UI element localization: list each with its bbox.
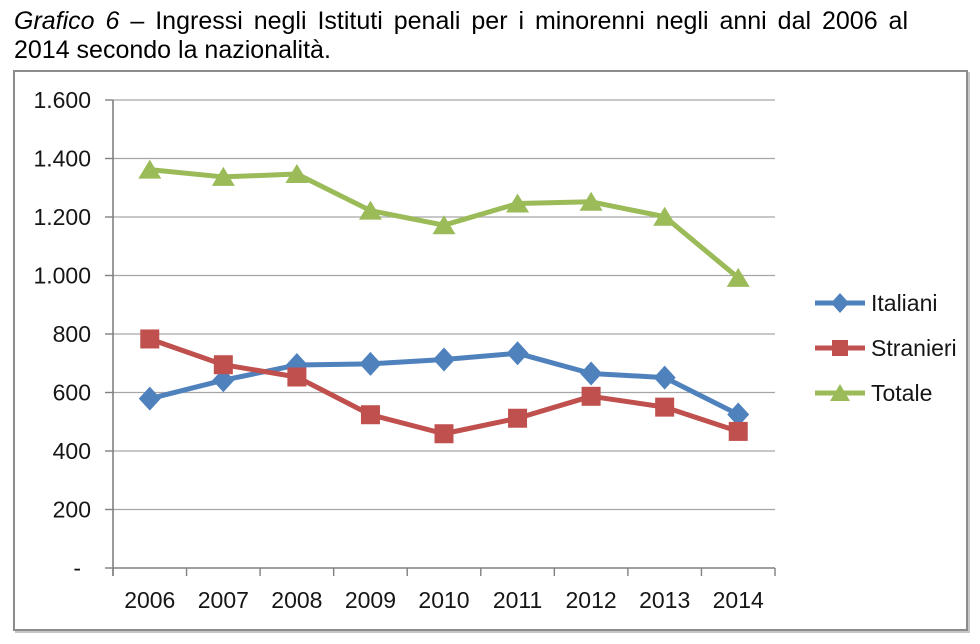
data-point-italiani bbox=[653, 365, 676, 390]
chart-frame: - 200 400 600 800 1.000 1.200 1.400 1.600 2006 200… bbox=[13, 70, 968, 631]
data-point-italiani bbox=[727, 402, 750, 427]
x-tick-label: 2009 bbox=[345, 587, 396, 613]
data-point-totale bbox=[358, 200, 382, 220]
y-tick-label: 1.600 bbox=[33, 87, 91, 113]
data-point-italiani bbox=[138, 386, 161, 411]
caption-line-2: 2014 secondo la nazionalità. bbox=[14, 36, 331, 64]
data-point-italiani bbox=[212, 368, 235, 393]
data-point-stranieri bbox=[213, 355, 233, 375]
x-tick-label: 2013 bbox=[639, 587, 690, 613]
legend-marker-square bbox=[832, 340, 848, 356]
x-tick-label: 2012 bbox=[566, 587, 617, 613]
data-point-stranieri bbox=[287, 367, 307, 387]
data-point-totale bbox=[653, 206, 677, 226]
x-tick-label: 2006 bbox=[124, 587, 175, 613]
data-point-totale bbox=[211, 166, 235, 186]
legend-item-totale: Totale bbox=[815, 380, 932, 406]
data-point-stranieri bbox=[360, 405, 380, 425]
y-tick-label: 200 bbox=[53, 497, 91, 523]
data-point-stranieri bbox=[581, 386, 601, 406]
data-point-stranieri bbox=[655, 397, 675, 417]
data-point-italiani bbox=[359, 351, 382, 376]
legend-marker-diamond bbox=[831, 293, 849, 313]
x-tick-label: 2014 bbox=[713, 587, 764, 613]
x-tick-label: 2008 bbox=[271, 587, 322, 613]
data-point-italiani bbox=[506, 341, 529, 366]
data-point-stranieri bbox=[434, 424, 454, 444]
data-point-totale bbox=[285, 164, 309, 184]
x-tick-label: 2007 bbox=[198, 587, 249, 613]
caption-figure-label: Grafico 6 bbox=[14, 7, 120, 35]
y-tick-label: 800 bbox=[53, 321, 91, 347]
y-tick-label: 1.200 bbox=[33, 204, 91, 230]
line-chart: - 200 400 600 800 1.000 1.200 1.400 1.600 2006 200… bbox=[33, 87, 957, 613]
y-tick-label: 600 bbox=[53, 380, 91, 406]
caption-line-1-text: – Ingressi negli Istituti penali per i m… bbox=[130, 7, 909, 35]
x-tick-label: 2010 bbox=[418, 587, 469, 613]
data-point-stranieri bbox=[140, 329, 160, 349]
data-point-totale bbox=[506, 193, 530, 213]
data-point-stranieri bbox=[728, 421, 748, 441]
data-point-totale bbox=[138, 159, 162, 179]
y-tick-label: 400 bbox=[53, 438, 91, 464]
data-point-totale bbox=[579, 191, 603, 211]
legend-label: Totale bbox=[871, 380, 932, 406]
x-tick-label: 2011 bbox=[493, 587, 542, 613]
caption-line-1: Grafico 6 – Ingressi negli Istituti pena… bbox=[14, 7, 968, 36]
data-point-totale bbox=[726, 267, 750, 287]
data-point-italiani bbox=[580, 361, 603, 386]
y-tick-label: - bbox=[73, 555, 81, 581]
legend-label: Stranieri bbox=[871, 335, 957, 361]
chart-caption: Grafico 6 – Ingressi negli Istituti pena… bbox=[14, 7, 968, 65]
data-point-italiani bbox=[433, 347, 455, 372]
data-point-stranieri bbox=[508, 408, 528, 428]
y-tick-label: 1.400 bbox=[33, 146, 91, 172]
legend-marker-triangle bbox=[830, 384, 850, 401]
y-tick-label: 1.000 bbox=[33, 263, 91, 289]
legend-label: Italiani bbox=[871, 290, 937, 316]
data-point-totale bbox=[432, 215, 456, 235]
